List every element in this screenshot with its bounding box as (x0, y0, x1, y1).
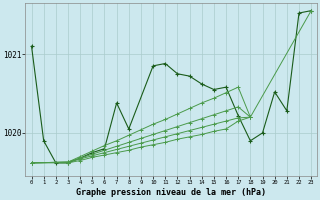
X-axis label: Graphe pression niveau de la mer (hPa): Graphe pression niveau de la mer (hPa) (76, 188, 266, 197)
